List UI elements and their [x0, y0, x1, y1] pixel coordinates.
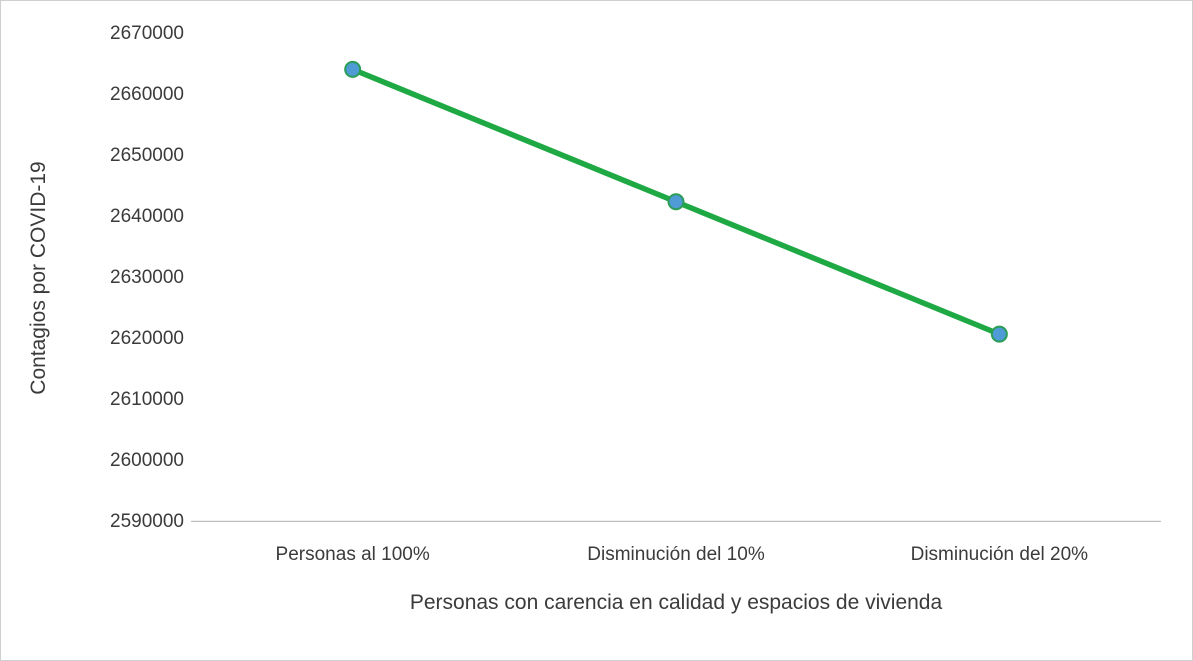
chart-canvas — [191, 60, 1161, 522]
x-tick-label: Disminución del 20% — [910, 544, 1089, 565]
data-point-marker — [344, 60, 362, 78]
y-tick-label: 2670000 — [110, 23, 184, 44]
y-tick-label: 2640000 — [110, 206, 184, 227]
x-axis-title: Personas con carencia en calidad y espac… — [409, 591, 943, 614]
plot-area — [191, 34, 1161, 522]
data-point-marker — [990, 325, 1008, 343]
data-point-marker — [667, 193, 685, 211]
x-tick-label: Personas al 100% — [275, 544, 430, 565]
y-tick-label: 2650000 — [110, 145, 184, 166]
y-tick-label: 2630000 — [110, 267, 184, 288]
y-tick-label: 2590000 — [110, 511, 184, 532]
y-tick-label: 2660000 — [110, 84, 184, 105]
y-tick-label: 2620000 — [110, 328, 184, 349]
y-tick-label: 2600000 — [110, 450, 184, 471]
y-tick-label: 2610000 — [110, 389, 184, 410]
x-tick-label: Disminución del 10% — [587, 544, 765, 565]
y-axis-title: Contagios por COVID-19 — [27, 161, 50, 395]
